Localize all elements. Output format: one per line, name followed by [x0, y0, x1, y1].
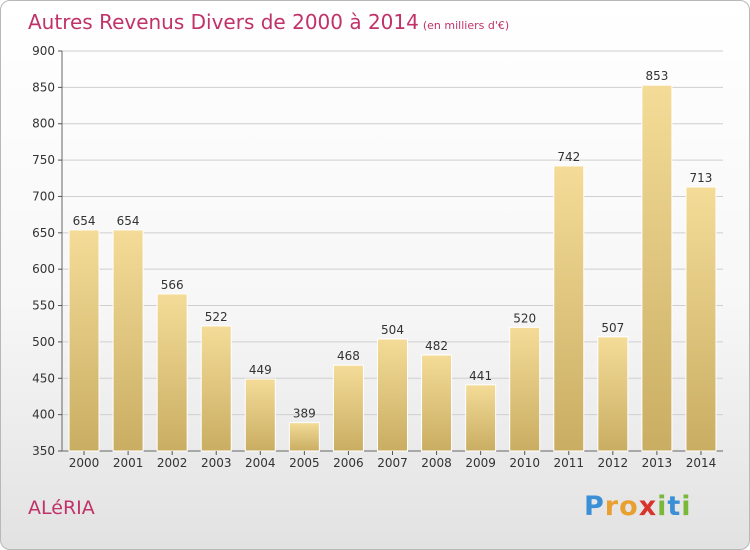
chart-title: Autres Revenus Divers de 2000 à 2014 (en …: [28, 10, 509, 34]
bar-2004: [244, 378, 276, 452]
data-label-2003: 522: [205, 310, 228, 324]
x-tick-label-2005: 2005: [289, 456, 320, 470]
chart-title-text: Autres Revenus Divers de 2000 à 2014: [28, 10, 419, 34]
y-tick-label: 550: [32, 299, 55, 313]
logo-letter: i: [657, 491, 668, 522]
data-labels: 654 654 566 522 449 389 468 504 482 441 520 742 507 8…: [73, 69, 713, 420]
bar-2009: [465, 384, 497, 452]
data-label-2005: 389: [293, 407, 316, 421]
y-tick-label: 650: [32, 226, 55, 240]
data-label-2007: 504: [381, 323, 404, 337]
bar-2013: [641, 84, 673, 452]
y-tick-label: 350: [32, 444, 55, 458]
logo-letter: x: [638, 491, 658, 522]
x-tick-label-2001: 2001: [113, 456, 144, 470]
x-tick-label-2007: 2007: [377, 456, 408, 470]
bar-2012: [597, 336, 629, 452]
data-label-2001: 654: [117, 214, 140, 228]
logo-letter: t: [667, 491, 682, 522]
commune-name: ALéRIA: [28, 497, 95, 519]
bar-2001: [112, 229, 144, 452]
data-label-2008: 482: [425, 339, 448, 353]
data-label-2000: 654: [73, 214, 96, 228]
x-axis-ticks: 2000 2001 2002 2003 2004 2005 2006 2007 2008 2009…: [69, 451, 716, 470]
bar-2010: [509, 326, 541, 452]
x-tick-label-2014: 2014: [686, 456, 717, 470]
x-tick-label-2006: 2006: [333, 456, 364, 470]
bar-2006: [332, 364, 364, 452]
x-tick-label-2012: 2012: [598, 456, 629, 470]
bar-2007: [377, 338, 408, 452]
chart-unit: (en milliers d'€): [422, 19, 510, 32]
x-tick-label-2004: 2004: [245, 456, 276, 470]
data-label-2009: 441: [469, 369, 492, 383]
x-tick-label-2002: 2002: [157, 456, 188, 470]
bar-2008: [421, 354, 453, 452]
bar-2011: [553, 165, 585, 452]
bar-2005: [288, 422, 320, 452]
x-tick-label-2000: 2000: [69, 456, 100, 470]
data-label-2006: 468: [337, 349, 360, 363]
data-label-2011: 742: [557, 150, 580, 164]
y-tick-label: 450: [32, 371, 55, 385]
x-tick-label-2003: 2003: [201, 456, 232, 470]
y-tick-label: 800: [32, 117, 55, 131]
data-label-2002: 566: [161, 278, 184, 292]
bar-2003: [200, 325, 232, 452]
y-tick-label: 750: [32, 153, 55, 167]
y-tick-label: 700: [32, 189, 55, 203]
bars: [68, 84, 717, 452]
proxiti-logo: Proxiti: [584, 491, 692, 522]
bar-2002: [156, 293, 188, 452]
x-tick-label-2008: 2008: [421, 456, 452, 470]
bar-2014: [685, 186, 717, 452]
bar-2000: [68, 229, 100, 452]
y-tick-label: 600: [32, 262, 55, 276]
data-label-2010: 520: [513, 311, 536, 325]
x-tick-label-2010: 2010: [509, 456, 540, 470]
y-axis-ticks: 350 400 450 500 550 600 650 700 750 800 850 900: [32, 44, 62, 458]
x-tick-label-2013: 2013: [642, 456, 673, 470]
data-label-2012: 507: [601, 321, 624, 335]
logo-letter: P: [584, 491, 605, 522]
y-tick-label: 500: [32, 335, 55, 349]
x-tick-label-2009: 2009: [465, 456, 496, 470]
logo-letter: o: [619, 491, 639, 522]
logo-letter: i: [681, 491, 692, 522]
logo-letter: r: [604, 491, 620, 522]
data-label-2014: 713: [690, 171, 713, 185]
y-tick-label: 400: [32, 408, 55, 422]
data-label-2004: 449: [249, 363, 272, 377]
y-tick-label: 850: [32, 80, 55, 94]
data-label-2013: 853: [645, 69, 668, 83]
x-tick-label-2011: 2011: [553, 456, 584, 470]
y-tick-label: 900: [32, 44, 55, 58]
